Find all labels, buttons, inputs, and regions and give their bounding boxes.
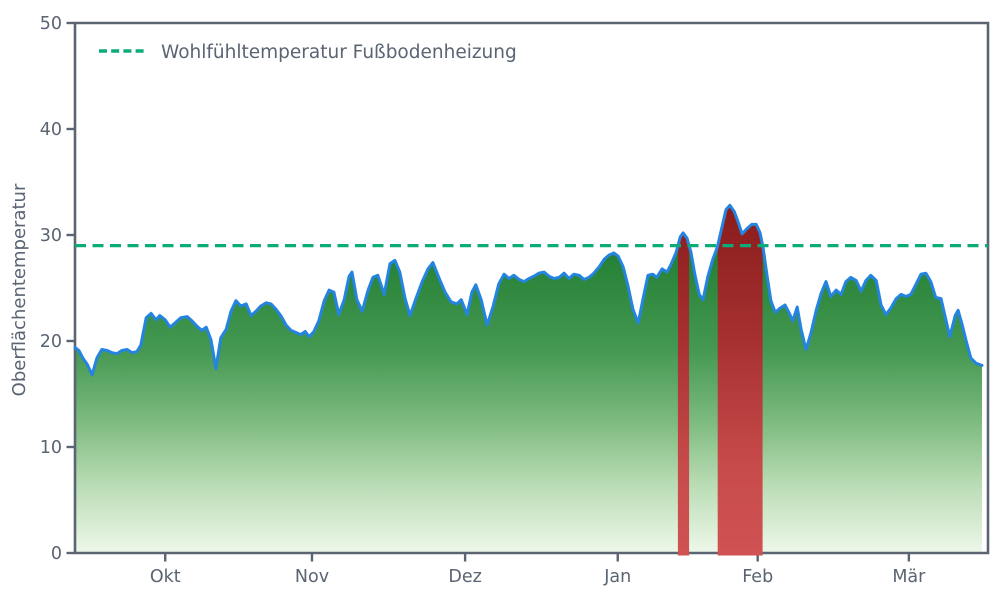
x-tick-label: Okt — [150, 567, 181, 587]
legend-label: Wohlfühltemperatur Fußbodenheizung — [161, 42, 517, 63]
y-axis-label: Oberflächentemperatur — [9, 183, 30, 396]
y-tick-label: 20 — [40, 332, 62, 352]
x-tick-label: Dez — [448, 567, 481, 587]
x-tick-label: Mär — [892, 567, 926, 587]
plot-frame — [73, 21, 990, 555]
exceedance-band — [717, 205, 763, 556]
y-tick-label: 10 — [40, 438, 62, 458]
y-tick-label: 0 — [51, 544, 62, 564]
x-tick-label: Nov — [295, 567, 329, 587]
y-tick-label: 50 — [40, 14, 62, 34]
temperature-area-fill — [75, 205, 982, 554]
y-tick-label: 30 — [40, 226, 62, 246]
x-tick-label: Feb — [742, 567, 773, 587]
exceedance-band — [677, 232, 690, 556]
y-tick-label: 40 — [40, 120, 62, 140]
temperature-line — [73, 203, 984, 377]
x-tick-label: Jan — [603, 567, 631, 587]
